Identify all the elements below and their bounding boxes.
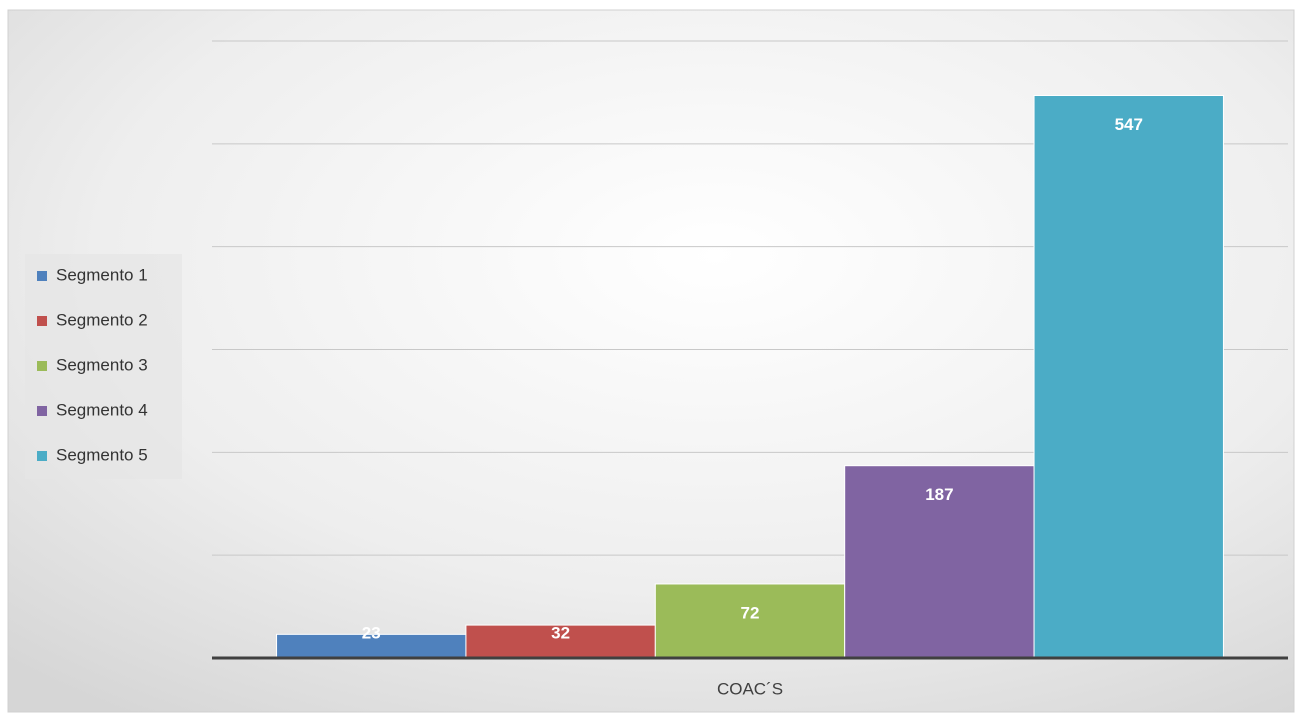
legend-swatch <box>37 406 47 416</box>
x-tick-label: COAC´S <box>717 679 783 698</box>
legend-swatch <box>37 361 47 371</box>
data-label: 72 <box>741 603 760 622</box>
data-label: 187 <box>925 485 953 504</box>
legend-box <box>25 254 182 479</box>
legend-label: Segmento 3 <box>56 355 148 374</box>
legend-label: Segmento 5 <box>56 445 148 464</box>
data-label: 32 <box>551 623 570 642</box>
bar <box>1033 95 1224 659</box>
legend-label: Segmento 1 <box>56 265 148 284</box>
legend-swatch <box>37 451 47 461</box>
legend-label: Segmento 2 <box>56 310 148 329</box>
legend-label: Segmento 4 <box>56 400 148 419</box>
legend-swatch <box>37 316 47 326</box>
legend-swatch <box>37 271 47 281</box>
bar <box>654 583 846 659</box>
data-label: 547 <box>1115 115 1143 134</box>
bar <box>844 465 1035 659</box>
data-label: 23 <box>362 623 381 642</box>
